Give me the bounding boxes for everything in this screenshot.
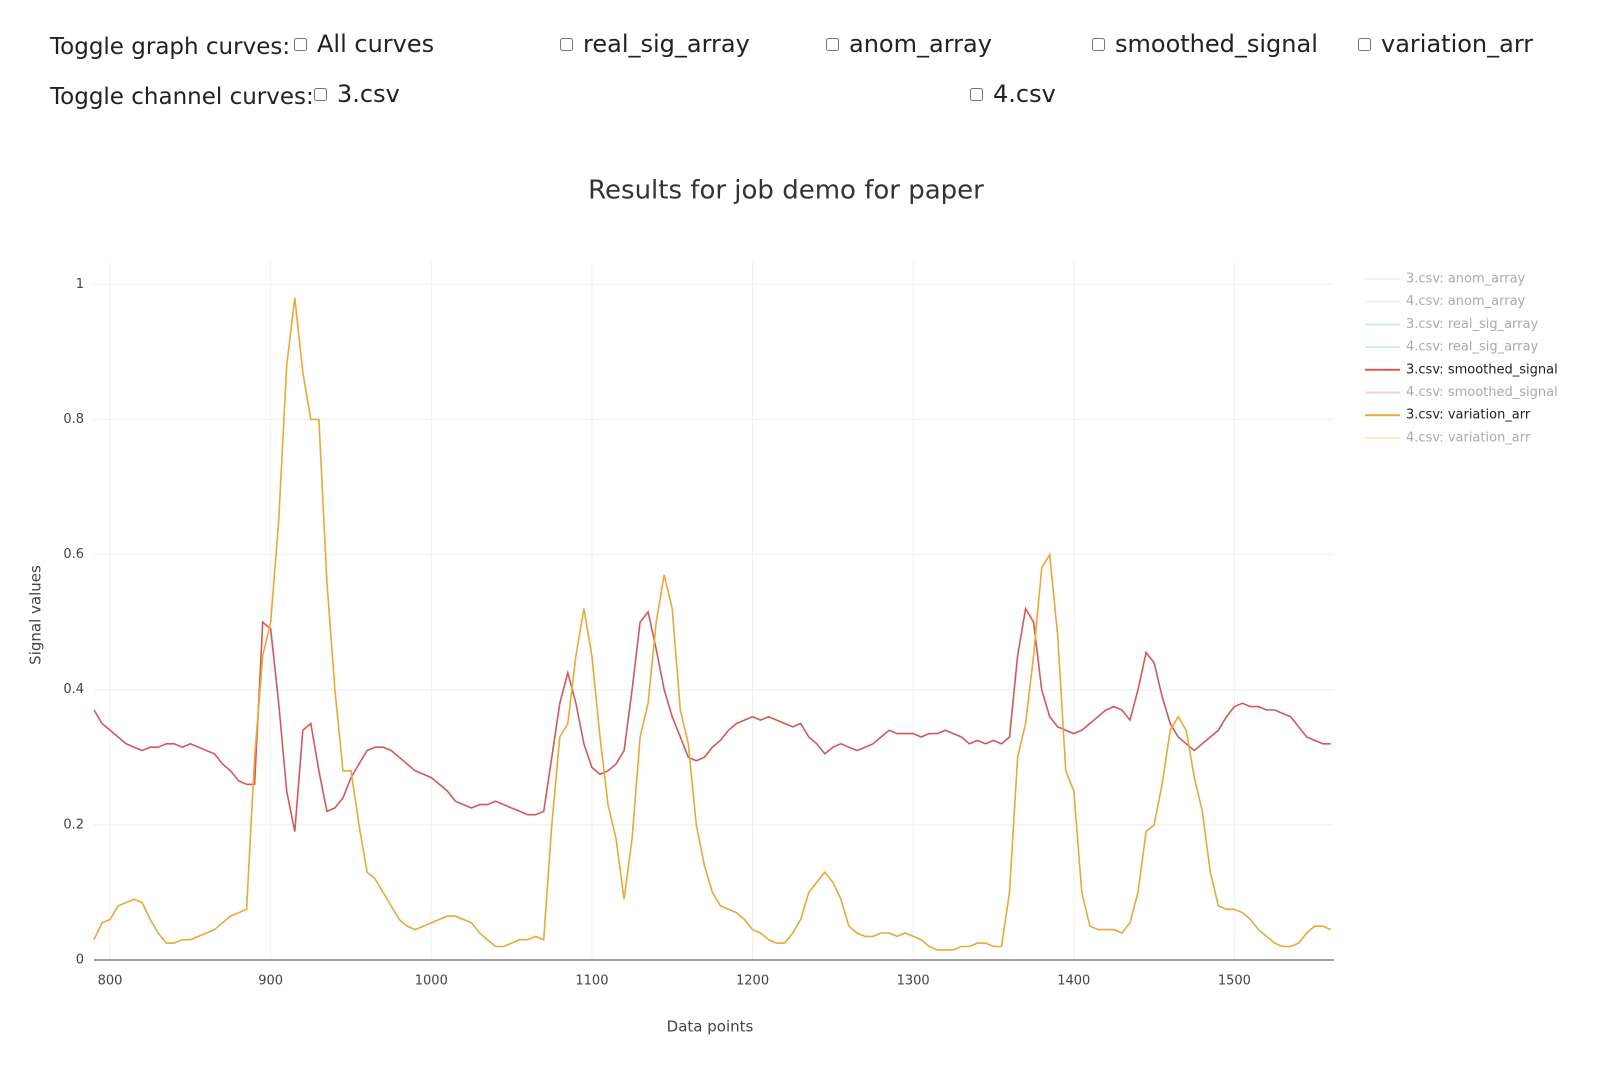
legend-label: 4.csv: anom_array — [1406, 294, 1526, 309]
toggle-option[interactable]: All curves — [294, 30, 434, 58]
checkbox[interactable] — [1358, 37, 1371, 51]
x-tick-label: 1200 — [736, 974, 769, 989]
y-tick-label: 0.6 — [63, 547, 84, 562]
series-line — [93, 606, 1331, 832]
y-tick-label: 0.4 — [63, 682, 84, 697]
x-tick-label: 900 — [258, 974, 283, 989]
checkbox[interactable] — [314, 87, 327, 101]
x-tick-label: 1000 — [415, 974, 448, 989]
legend-label: 3.csv: variation_arr — [1406, 408, 1531, 423]
x-tick-label: 1100 — [575, 974, 608, 989]
legend-label: 4.csv: smoothed_signal — [1406, 385, 1558, 400]
checkbox[interactable] — [294, 37, 307, 51]
y-tick-label: 0.2 — [63, 817, 84, 832]
legend-label: 3.csv: anom_array — [1406, 272, 1526, 287]
x-tick-label: 1500 — [1218, 974, 1251, 989]
option-label: 3.csv — [337, 80, 400, 108]
x-tick-label: 1400 — [1057, 974, 1090, 989]
checkbox[interactable] — [826, 37, 839, 51]
y-tick-label: 0 — [76, 953, 84, 968]
option-label: real_sig_array — [583, 30, 750, 58]
x-tick-label: 1300 — [897, 974, 930, 989]
legend-label: 3.csv: smoothed_signal — [1406, 362, 1558, 377]
toggle-option[interactable]: anom_array — [826, 30, 992, 58]
legend-label: 4.csv: variation_arr — [1406, 430, 1531, 445]
x-tick-label: 800 — [98, 974, 123, 989]
toggle-option[interactable]: real_sig_array — [560, 30, 750, 58]
legend-label: 4.csv: real_sig_array — [1406, 340, 1538, 355]
option-label: variation_arr — [1381, 30, 1534, 58]
toggle-option[interactable]: smoothed_signal — [1092, 30, 1318, 58]
graph-label: Toggle graph curves: — [50, 34, 291, 60]
x-axis-label: Data points — [667, 1018, 754, 1036]
checkbox[interactable] — [560, 37, 573, 51]
checkbox[interactable] — [970, 87, 983, 101]
option-label: All curves — [317, 30, 435, 58]
series-line — [93, 297, 1332, 951]
option-label: 4.csv — [993, 80, 1056, 108]
toggle-option[interactable]: 3.csv — [314, 80, 400, 108]
chart-title: Results for job demo for paper — [588, 176, 984, 206]
toggle-option[interactable]: 4.csv — [970, 80, 1056, 108]
toggle-option[interactable]: variation_arr — [1358, 30, 1533, 58]
option-label: anom_array — [849, 30, 992, 58]
y-tick-label: 0.8 — [63, 412, 84, 427]
option-label: smoothed_signal — [1115, 30, 1318, 58]
checkbox[interactable] — [1092, 37, 1105, 51]
legend-label: 3.csv: real_sig_array — [1406, 317, 1538, 332]
y-axis-label: Signal values — [27, 565, 45, 665]
y-tick-label: 1 — [76, 277, 84, 292]
channel-label: Toggle channel curves: — [50, 84, 314, 110]
